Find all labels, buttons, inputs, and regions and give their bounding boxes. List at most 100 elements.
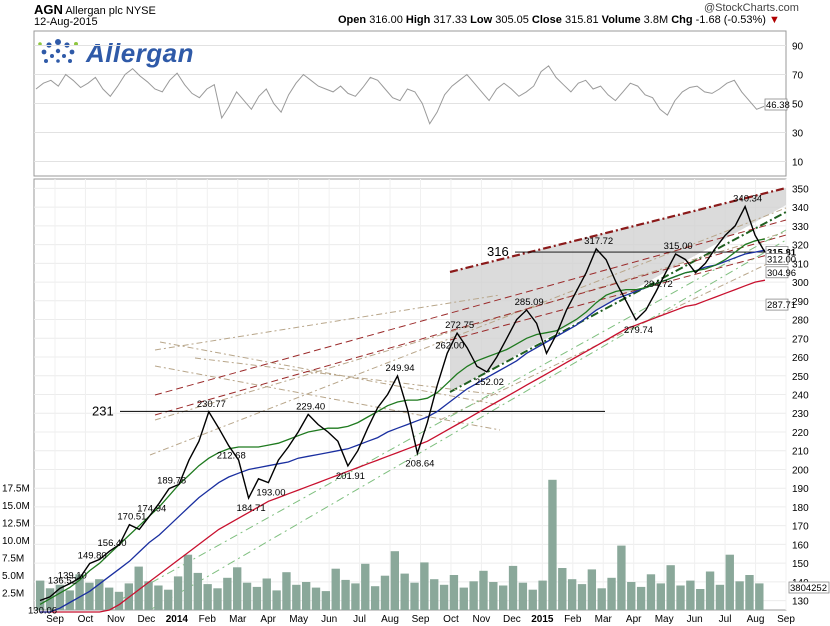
high-value: 317.33 — [433, 14, 468, 26]
volume-bar — [144, 581, 153, 610]
right-value-box — [765, 298, 789, 311]
volume-bar — [183, 554, 193, 610]
volume-bar — [528, 589, 537, 610]
price-annotation: 201.91 — [336, 471, 365, 482]
volume-bar — [705, 571, 715, 610]
volume-label: Volume — [601, 14, 641, 26]
volume-bar — [420, 562, 429, 610]
time-tick-label: Jul — [719, 614, 732, 625]
indicator-axis: 10 30 50 70 90 — [792, 42, 804, 169]
high-label: High — [405, 14, 431, 26]
volume-bar — [164, 589, 173, 610]
time-tick-label: Oct — [443, 614, 459, 625]
time-axis: Sep Oct Nov Dec 2014 Feb Mar Apr May Jun Jul Aug Sep… — [46, 614, 795, 625]
volume-bar — [666, 565, 675, 610]
price-tick-label: 260 — [792, 353, 809, 364]
indicator-tick-label: 30 — [792, 129, 804, 140]
time-tick-label: Feb — [564, 614, 582, 625]
volume-bar — [341, 579, 350, 610]
fan-lines — [149, 207, 787, 456]
moving-average-blue — [40, 249, 766, 613]
volume-bar — [114, 591, 124, 610]
price-annotation: 139.10 — [58, 571, 87, 582]
price-tick-label: 320 — [792, 241, 809, 252]
indicator-line — [35, 65, 765, 125]
volume-bar — [459, 587, 468, 610]
price-tick-label: 190 — [792, 484, 809, 495]
price-annotation: 249.94 — [386, 363, 415, 374]
volume-bar — [499, 585, 508, 610]
volume-bar — [351, 583, 360, 610]
time-tick-label: Mar — [595, 614, 613, 625]
price-annotation: 156.40 — [98, 538, 127, 549]
volume-bar — [567, 579, 577, 610]
time-tick-label: Nov — [107, 614, 125, 625]
time-tick-label: May — [289, 614, 308, 625]
volume-bar — [410, 582, 419, 610]
volume-bar — [193, 572, 202, 610]
time-tick-label: Aug — [381, 614, 399, 625]
time-tick-label: Apr — [626, 614, 642, 625]
price-tick-label: 250 — [792, 372, 809, 383]
price-annotation: 285.09 — [515, 297, 544, 308]
open-label: Open — [338, 14, 367, 26]
price-annotation: 315.00 — [664, 241, 693, 252]
right-value-box — [765, 253, 789, 265]
price-annotation: 294.72 — [644, 279, 673, 290]
price-annotation: 174.94 — [137, 503, 166, 514]
chart-date: 12-Aug-2015 — [34, 16, 98, 28]
low-value: 305.05 — [495, 14, 529, 26]
volume-bar — [745, 575, 754, 610]
time-tick-label: Sep — [777, 614, 795, 625]
price-tick-label: 180 — [792, 503, 809, 514]
volume-bar — [85, 582, 94, 610]
volume-bar — [370, 586, 380, 610]
volume-bar — [430, 579, 439, 610]
volume-bar — [272, 590, 281, 610]
volume-bar — [311, 587, 321, 610]
time-tick-label: 2015 — [531, 614, 554, 625]
volume-bar — [134, 566, 143, 610]
indicator-tick-label: 10 — [792, 158, 804, 169]
price-annotation: 272.75 — [445, 320, 474, 331]
volume-bar — [154, 585, 163, 610]
chg-label: Chg — [671, 14, 693, 26]
company-name: Allergan plc — [65, 5, 123, 17]
price-tick-label: 330 — [792, 222, 809, 233]
price-tick-label: 240 — [792, 391, 809, 402]
volume-bar — [725, 554, 734, 610]
volume-bar — [203, 584, 212, 610]
indicator-tick-label: 90 — [792, 42, 804, 53]
volume-bar — [173, 576, 183, 610]
price-annotation: 230.77 — [197, 399, 226, 410]
volume-bar — [65, 590, 74, 610]
price-tick-label: 210 — [792, 447, 809, 458]
price-annotation: 317.72 — [584, 236, 613, 247]
price-tick-label: 310 — [792, 259, 809, 270]
right-value-label: 304.96 — [767, 268, 796, 279]
time-tick-label: Apr — [260, 614, 276, 625]
price-annotation: 149.80 — [78, 551, 107, 562]
volume-bar — [558, 568, 567, 610]
volume-bar — [676, 585, 685, 610]
volume-bar — [735, 581, 744, 610]
volume-bar — [75, 574, 84, 610]
price-annotation: 136.52 — [48, 575, 77, 586]
volume-last-box — [788, 581, 830, 594]
right-value-label: 287.71 — [767, 300, 796, 311]
volume-bar — [439, 584, 449, 610]
time-tick-label: Feb — [199, 614, 217, 625]
down-arrow-icon: ▼ — [769, 14, 780, 26]
volume-bar — [252, 586, 262, 610]
volume-bar — [607, 577, 616, 610]
allergan-logo-text: Allergan — [86, 38, 195, 68]
volume-bar — [104, 587, 114, 610]
channel-upper-line — [449, 186, 787, 274]
time-tick-label: 2014 — [166, 614, 189, 625]
volume-bar — [282, 572, 291, 610]
volume-bar — [715, 584, 725, 610]
time-tick-label: Oct — [78, 614, 94, 625]
